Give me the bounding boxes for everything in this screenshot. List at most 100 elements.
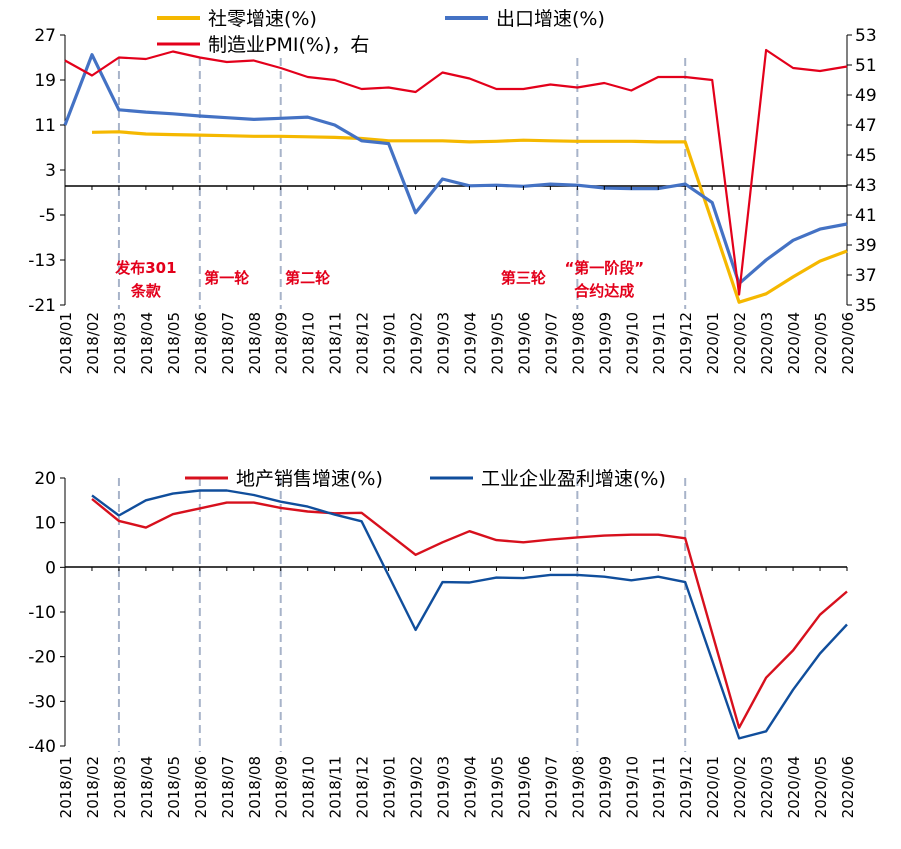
c2-x-tick-label: 2019/09 — [596, 756, 614, 818]
c2-x-tick-label: 2019/04 — [461, 756, 479, 818]
c2-x-tick-label: 2018/08 — [246, 756, 264, 818]
c1-right-tick-label: 53 — [855, 26, 877, 46]
c1-left-tick-label: -5 — [39, 206, 56, 226]
c1-left-tick-label: 19 — [34, 71, 56, 91]
c1-annotation: 第二轮 — [285, 269, 330, 287]
c1-right-tick-label: 41 — [855, 206, 877, 226]
c1-x-tick-label: 2018/09 — [273, 312, 291, 374]
c2-x-tick-label: 2018/06 — [192, 756, 210, 818]
c1-x-tick-label: 2018/08 — [246, 312, 264, 374]
c1-x-tick-label: 2018/07 — [219, 312, 237, 374]
c1-x-tick-label: 2018/12 — [354, 312, 372, 374]
c2-y-tick-label: 0 — [45, 558, 56, 578]
c1-annotation: “第一阶段” — [564, 259, 644, 277]
c2-x-tick-label: 2018/03 — [111, 756, 129, 818]
c1-right-tick-label: 45 — [855, 146, 877, 166]
c1-right-tick-label: 47 — [855, 116, 877, 136]
c2-x-tick-label: 2018/11 — [327, 756, 345, 818]
retail-sales-growth-line — [91, 130, 848, 304]
c2-y-tick-label: -20 — [28, 648, 56, 668]
c1-x-tick-label: 2018/11 — [327, 312, 345, 374]
c1-annotation: 合约达成 — [573, 282, 634, 300]
c1-x-tick-label: 2019/11 — [650, 312, 668, 374]
c2-x-tick-label: 2019/03 — [435, 756, 453, 818]
c2-y-tick-label: -10 — [28, 603, 56, 623]
c2-x-tick-label: 2020/05 — [812, 756, 830, 818]
c1-x-tick-label: 2018/06 — [192, 312, 210, 374]
c1-x-tick-label: 2019/10 — [623, 312, 641, 374]
c1-right-tick-label: 43 — [855, 176, 877, 196]
c2-x-tick-label: 2019/02 — [408, 756, 426, 818]
c2-x-tick-label: 2019/07 — [542, 756, 560, 818]
c2-x-tick-label: 2018/02 — [84, 756, 102, 818]
c2-x-tick-label: 2019/05 — [488, 756, 506, 818]
c1-right-tick-label: 37 — [855, 266, 877, 286]
industrial-profit-growth-line — [91, 489, 848, 740]
legend-label-export: 出口增速(%) — [496, 8, 605, 30]
c1-x-tick-label: 2019/07 — [542, 312, 560, 374]
c1-annotation: 第三轮 — [501, 269, 546, 287]
c1-x-tick-label: 2020/06 — [839, 312, 857, 374]
c1-annotation: 第一轮 — [204, 269, 249, 287]
export-growth-line — [63, 53, 848, 286]
c2-x-tick-label: 2018/10 — [300, 756, 318, 818]
c1-left-tick-label: -21 — [28, 296, 56, 316]
c1-x-tick-label: 2018/05 — [165, 312, 183, 374]
c1-annotation: 条款 — [130, 282, 162, 300]
c1-x-tick-label: 2019/05 — [488, 312, 506, 374]
c1-right-tick-label: 39 — [855, 236, 877, 256]
c1-x-tick-label: 2019/09 — [596, 312, 614, 374]
c2-x-tick-label: 2019/11 — [650, 756, 668, 818]
c1-x-tick-label: 2019/01 — [381, 312, 399, 374]
manufacturing-pmi-line — [64, 48, 848, 296]
c1-left-tick-label: -13 — [28, 251, 56, 271]
c2-y-tick-label: 10 — [34, 514, 56, 534]
c2-x-tick-label: 2020/01 — [704, 756, 722, 818]
c2-x-tick-label: 2019/10 — [623, 756, 641, 818]
c1-left-tick-label: 11 — [34, 116, 56, 136]
c2-x-tick-label: 2018/04 — [138, 756, 156, 818]
c1-left-tick-label: 27 — [34, 26, 56, 46]
c1-x-tick-label: 2018/02 — [84, 312, 102, 374]
legend-label-pmi: 制造业PMI(%)，右 — [208, 34, 369, 56]
c1-x-tick-label: 2020/05 — [812, 312, 830, 374]
c1-x-tick-label: 2018/10 — [300, 312, 318, 374]
c1-x-tick-label: 2018/04 — [138, 312, 156, 374]
c1-x-tick-label: 2020/03 — [758, 312, 776, 374]
c2-x-tick-label: 2018/09 — [273, 756, 291, 818]
c2-x-tick-label: 2018/05 — [165, 756, 183, 818]
c2-x-tick-label: 2020/02 — [731, 756, 749, 818]
c1-right-tick-label: 49 — [855, 86, 877, 106]
c2-x-tick-label: 2020/03 — [758, 756, 776, 818]
c2-x-tick-label: 2019/01 — [381, 756, 399, 818]
c1-x-tick-label: 2019/06 — [515, 312, 533, 374]
c1-x-tick-label: 2018/03 — [111, 312, 129, 374]
c2-x-tick-label: 2020/06 — [839, 756, 857, 818]
c2-x-tick-label: 2018/01 — [57, 756, 75, 818]
legend-label-industrial-profit: 工业企业盈利增速(%) — [481, 468, 666, 490]
c1-right-tick-label: 51 — [855, 56, 877, 76]
c1-right-tick-label: 35 — [855, 296, 877, 316]
c1-x-tick-label: 2019/04 — [461, 312, 479, 374]
c1-x-tick-label: 2019/02 — [408, 312, 426, 374]
legend-label-retail-sales: 社零增速(%) — [208, 8, 317, 30]
c2-y-tick-label: -30 — [28, 692, 56, 712]
c2-x-tick-label: 2019/08 — [569, 756, 587, 818]
c2-y-tick-label: 20 — [34, 469, 56, 489]
c1-left-tick-label: 3 — [45, 161, 56, 181]
c1-annotation: 发布301 — [114, 259, 176, 277]
c1-x-tick-label: 2019/03 — [435, 312, 453, 374]
c1-x-tick-label: 2019/12 — [677, 312, 695, 374]
c1-x-tick-label: 2020/01 — [704, 312, 722, 374]
c1-x-tick-label: 2020/04 — [785, 312, 803, 374]
c2-x-tick-label: 2018/07 — [219, 756, 237, 818]
c2-x-tick-label: 2019/06 — [515, 756, 533, 818]
c2-x-tick-label: 2019/12 — [677, 756, 695, 818]
c2-y-tick-label: -40 — [28, 737, 56, 757]
c2-x-tick-label: 2018/12 — [354, 756, 372, 818]
c1-x-tick-label: 2020/02 — [731, 312, 749, 374]
c2-x-tick-label: 2020/04 — [785, 756, 803, 818]
property-sales-growth-line — [91, 498, 848, 729]
c1-x-tick-label: 2019/08 — [569, 312, 587, 374]
